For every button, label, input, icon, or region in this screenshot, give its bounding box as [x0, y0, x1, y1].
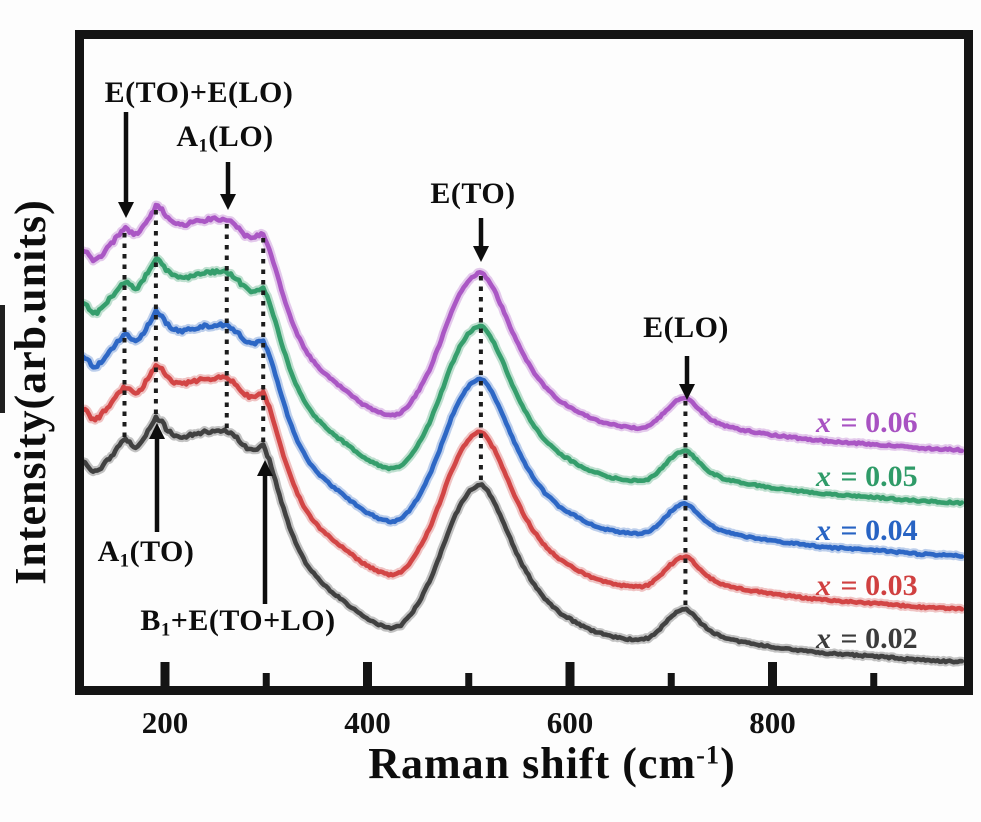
label-part: A	[176, 120, 199, 153]
x-axis-ticks	[160, 662, 878, 686]
x-major-tick-800	[768, 662, 777, 686]
label-part: (TO)	[129, 535, 195, 568]
spectrum-curve-x0.03	[80, 362, 965, 612]
legend-item-x0.02: x = 0.02	[816, 622, 918, 656]
x-minor-tick-700	[667, 673, 675, 686]
x-major-tick-200	[160, 662, 170, 686]
arrow-head-A1(TO)	[149, 423, 165, 439]
label-part: 1	[119, 550, 130, 572]
label-part: 1	[198, 135, 209, 157]
spectrum-curve-x0.04	[80, 307, 965, 559]
arrow-head-B1+E(TO+LO)	[257, 460, 273, 476]
label-part: Raman shift (cm	[368, 739, 697, 788]
y-axis-label: Intensity(arb.units)	[6, 199, 55, 585]
spectrum-curve-x0.06	[80, 202, 965, 454]
peak-label-E(LO): E(LO)	[643, 311, 729, 345]
legend-item-x0.03: x = 0.03	[816, 569, 918, 603]
spectrum-curve-x0.05	[80, 256, 965, 507]
x-tick-label-200: 200	[141, 705, 189, 740]
label-part: E(TO)+E(LO)	[104, 76, 294, 109]
label-part: -1	[696, 739, 721, 770]
legend-item-x0.05: x = 0.05	[816, 460, 918, 494]
x-minor-tick-300	[262, 673, 270, 686]
label-part: B	[140, 604, 161, 637]
x-axis-label: Raman shift (cm-1)	[368, 738, 736, 789]
label-part: E(LO)	[643, 311, 729, 344]
label-part: (LO)	[208, 120, 274, 153]
legend-value: = 0.02	[833, 622, 918, 655]
peak-label-E(TO): E(TO)	[430, 177, 515, 211]
peak-label-A1(LO): A1(LO)	[176, 120, 273, 158]
peak-label-E(TO)+E(LO): E(TO)+E(LO)	[105, 76, 294, 110]
label-part: E(TO)	[430, 177, 516, 210]
peak-guide-lines	[122, 210, 688, 609]
legend-value: = 0.03	[833, 569, 918, 602]
label-part: )	[720, 739, 736, 788]
label-part: +E(TO+LO)	[170, 604, 336, 637]
legend-xvar: x	[816, 569, 831, 602]
legend-xvar: x	[816, 622, 831, 655]
label-part: 1	[160, 619, 171, 641]
annotation-arrows	[118, 112, 695, 604]
x-minor-tick-500	[465, 673, 473, 686]
legend-item-x0.04: x = 0.04	[816, 514, 918, 548]
x-major-tick-400	[363, 662, 372, 686]
arrow-head-A1(LO)	[220, 194, 236, 210]
x-tick-label-600: 600	[546, 705, 594, 740]
plot-frame	[75, 30, 973, 695]
legend-value: = 0.06	[833, 406, 918, 439]
spectra-curves	[78, 200, 967, 667]
arrow-head-E(TO)	[473, 246, 489, 262]
peak-label-B1+E(TO+LO): B1+E(TO+LO)	[140, 604, 335, 642]
peak-label-A1(TO): A1(TO)	[98, 535, 195, 573]
arrow-head-E(LO)	[679, 384, 695, 400]
arrow-head-E(TO)+E(LO)	[118, 202, 134, 218]
legend-item-x0.06: x = 0.06	[816, 406, 918, 440]
scan-artifact-line	[0, 305, 5, 413]
x-minor-tick-900	[870, 673, 878, 686]
legend-xvar: x	[816, 406, 831, 439]
legend-xvar: x	[816, 460, 831, 493]
x-major-tick-600	[565, 662, 575, 686]
legend-value: = 0.04	[833, 514, 918, 547]
legend-value: = 0.05	[833, 460, 918, 493]
spectrum-curve-x0.02	[80, 414, 965, 665]
label-part: A	[97, 535, 120, 568]
x-tick-label-400: 400	[344, 705, 391, 740]
x-tick-label-800: 800	[749, 705, 796, 740]
legend-xvar: x	[816, 514, 831, 547]
